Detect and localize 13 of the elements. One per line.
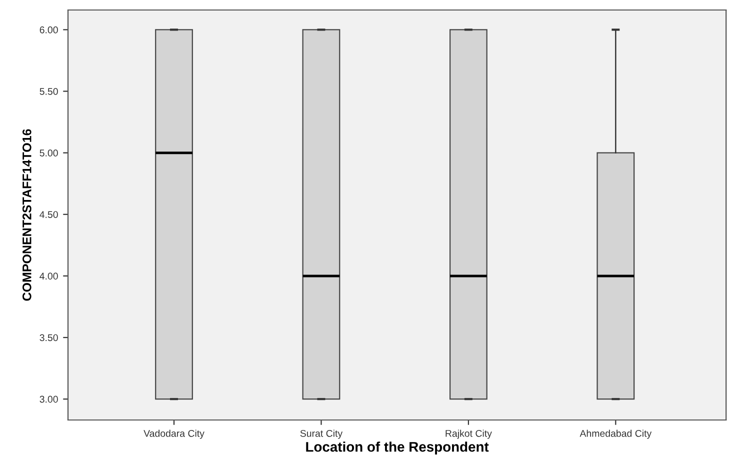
y-axis-title: COMPONENT2STAFF14TO16 (22, 129, 32, 301)
y-tick-label: 6.00 (40, 26, 58, 34)
y-tick-label: 3.00 (40, 396, 58, 403)
y-tick-label: 5.00 (40, 150, 58, 156)
y-tick-label: 5.50 (40, 88, 58, 95)
y-tick-label: 3.50 (40, 334, 58, 342)
x-tick-label: Vadodara City (144, 430, 204, 439)
x-tick-label: Ahmedabad City (580, 430, 652, 439)
x-axis-title: Location of the Respondent (306, 442, 489, 455)
x-tick-label: Surat City (300, 430, 343, 439)
x-tick-label: Rajkot City (446, 430, 492, 439)
y-tick-label: 4.00 (40, 272, 58, 280)
y-tick-label: 4.50 (40, 211, 58, 218)
